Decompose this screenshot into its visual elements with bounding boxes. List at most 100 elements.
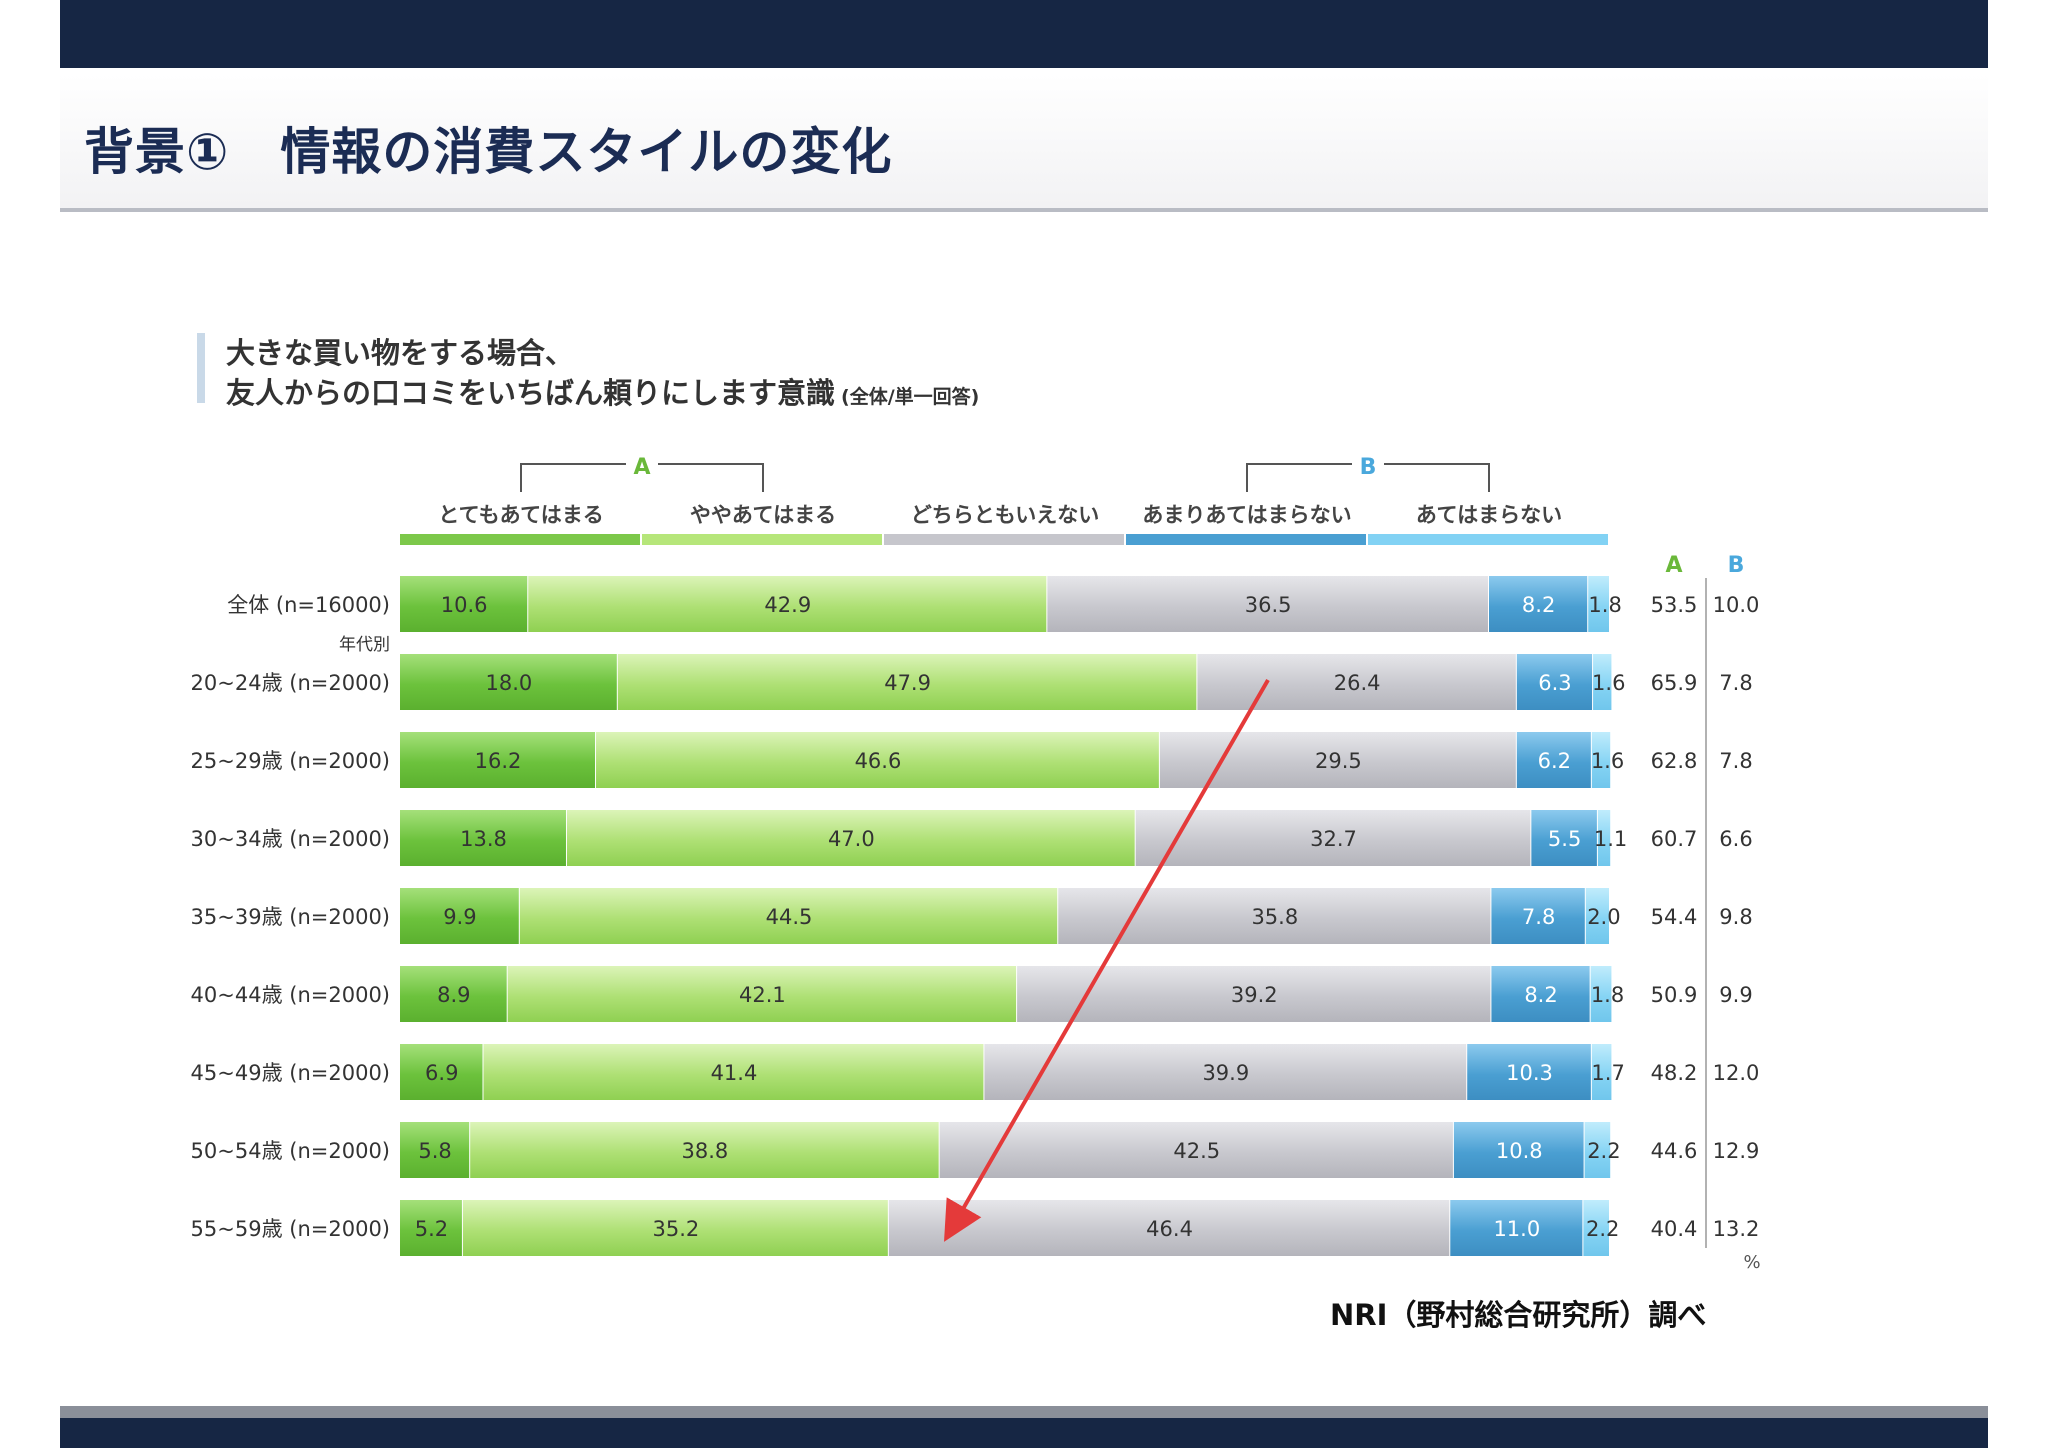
value-label: 2.2	[1587, 1139, 1620, 1163]
bar-segment	[566, 810, 1135, 866]
chart-title-note: (全体/単一回答)	[841, 386, 980, 408]
unit-label: %	[1743, 1252, 1760, 1273]
trend-arrow	[944, 679, 1270, 1242]
category-label: 全体 (n=16000)	[227, 593, 390, 617]
category-label: 45~49歳 (n=2000)	[191, 1061, 390, 1085]
total-b-value: 10.0	[1713, 593, 1760, 617]
total-a-value: 44.6	[1651, 1139, 1698, 1163]
legend-label: どちらともいえない	[911, 503, 1100, 527]
question-accent-bar	[197, 333, 205, 403]
bar-segment	[400, 1200, 462, 1256]
bar-segment	[1450, 1200, 1583, 1256]
chart-title-line1: 大きな買い物をする場合、	[226, 336, 575, 370]
total-a-value: 50.9	[1651, 983, 1698, 1007]
total-a-value: 54.4	[1651, 905, 1698, 929]
value-label: 5.2	[415, 1217, 448, 1241]
total-a-value: 62.8	[1651, 749, 1698, 773]
value-label: 5.5	[1548, 827, 1581, 851]
total-b-value: 9.8	[1719, 905, 1752, 929]
value-label: 41.4	[711, 1061, 758, 1085]
bar-segment	[1516, 732, 1591, 788]
value-label: 1.1	[1594, 827, 1627, 851]
total-b-value: 6.6	[1719, 827, 1752, 851]
value-labels: 全体 (n=16000) 10.6 42.9 36.5 8.2 1.8 53.5 10.0 20…	[191, 593, 1760, 1241]
legend-bracket	[1246, 463, 1490, 492]
value-label: 32.7	[1310, 827, 1357, 851]
value-label: 5.8	[418, 1139, 451, 1163]
bars	[400, 576, 1612, 1256]
value-label: 6.2	[1538, 749, 1571, 773]
category-label: 50~54歳 (n=2000)	[191, 1139, 390, 1163]
value-label: 1.8	[1591, 983, 1624, 1007]
bar-segment	[1467, 1044, 1591, 1100]
legend: とてもあてはまる ややあてはまる どちらともいえない あまりあてはまらない あてはまらな…	[400, 455, 1761, 1273]
bar-segment	[400, 888, 519, 944]
bar-segment	[1453, 1122, 1584, 1178]
legend-label: とてもあてはまる	[438, 503, 603, 527]
total-b-value: 7.8	[1719, 749, 1752, 773]
value-label: 9.9	[443, 905, 476, 929]
legend-swatch	[1368, 534, 1608, 545]
bar-segment	[483, 1044, 984, 1100]
value-label: 6.9	[425, 1061, 458, 1085]
legend-label: ややあてはまる	[690, 503, 836, 527]
bar-segment	[1588, 576, 1609, 632]
value-label: 18.0	[486, 671, 533, 695]
chart-title-line2: 友人からの口コミをいちばん頼りにします意識 (全体/単一回答)	[226, 370, 979, 412]
legend-label: あてはまらない	[1416, 503, 1562, 527]
value-label: 36.5	[1245, 593, 1292, 617]
bar-segment	[400, 810, 566, 866]
group-note: 年代別	[339, 635, 390, 655]
total-a-value: 65.9	[1651, 671, 1698, 695]
bar-segment	[507, 966, 1017, 1022]
legend-label: あまりあてはまらない	[1142, 503, 1351, 527]
value-label: 1.6	[1592, 671, 1625, 695]
bar-segment	[888, 1200, 1450, 1256]
value-label: 39.9	[1202, 1061, 1249, 1085]
legend-bracket	[520, 463, 764, 492]
total-a-value: 40.4	[1651, 1217, 1698, 1241]
category-label: 25~29歳 (n=2000)	[191, 749, 390, 773]
chart-title-text: 友人からの口コミをいちばん頼りにします意識	[226, 376, 836, 410]
total-b-value: 13.2	[1713, 1217, 1760, 1241]
bar-segment	[1491, 888, 1585, 944]
bar-segment	[1491, 966, 1590, 1022]
value-label: 10.6	[441, 593, 488, 617]
footer-stripe	[60, 1406, 1988, 1418]
bar-segment	[1531, 810, 1597, 866]
bar-segment	[470, 1122, 939, 1178]
bar-segment	[400, 966, 507, 1022]
value-label: 1.6	[1591, 749, 1624, 773]
bar-segment	[519, 888, 1058, 944]
category-label: 40~44歳 (n=2000)	[191, 983, 390, 1007]
bar-segment	[1591, 1044, 1612, 1100]
bar-segment	[400, 732, 596, 788]
value-label: 6.3	[1538, 671, 1571, 695]
bar-segment	[400, 1044, 483, 1100]
bar-segment	[1585, 888, 1609, 944]
value-label: 39.2	[1231, 983, 1278, 1007]
bar-segment	[939, 1122, 1453, 1178]
slide-title: 背景① 情報の消費スタイルの変化	[84, 123, 893, 181]
value-label: 10.8	[1496, 1139, 1543, 1163]
bar-segment	[1489, 576, 1588, 632]
value-label: 7.8	[1522, 905, 1555, 929]
value-label: 1.7	[1591, 1061, 1624, 1085]
value-label: 38.8	[682, 1139, 729, 1163]
value-label: 8.2	[1522, 593, 1555, 617]
bar-segment	[400, 654, 617, 710]
value-label: 8.2	[1524, 983, 1557, 1007]
value-label: 35.2	[652, 1217, 699, 1241]
value-label: 26.4	[1334, 671, 1381, 695]
bar-segment	[1597, 810, 1611, 866]
value-label: 47.9	[884, 671, 931, 695]
total-a-value: 48.2	[1651, 1061, 1698, 1085]
footer-band	[60, 1418, 1988, 1448]
category-label: 55~59歳 (n=2000)	[191, 1217, 390, 1241]
value-label: 8.9	[437, 983, 470, 1007]
category-label: 35~39歳 (n=2000)	[191, 905, 390, 929]
value-label: 46.4	[1146, 1217, 1193, 1241]
source-note: NRI（野村総合研究所）調べ	[1330, 1298, 1707, 1332]
value-label: 10.3	[1506, 1061, 1553, 1085]
